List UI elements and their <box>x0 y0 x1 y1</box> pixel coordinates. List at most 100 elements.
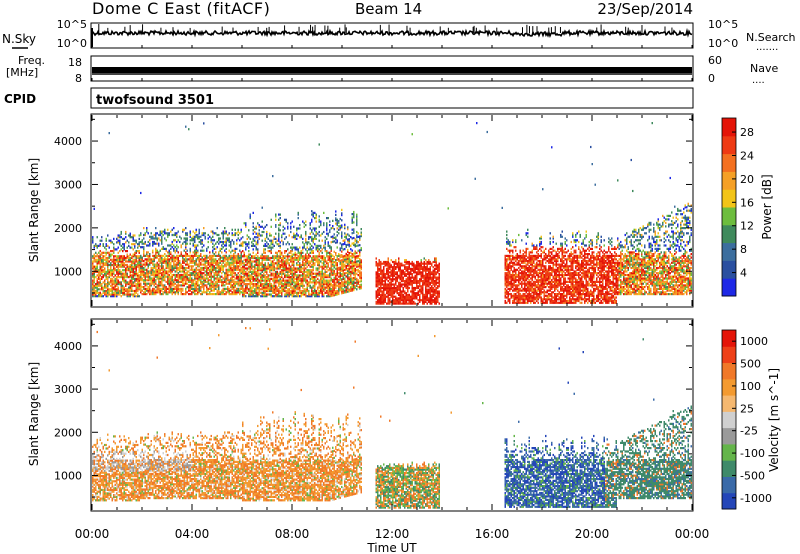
echo-point <box>121 255 123 257</box>
echo-point <box>125 257 127 259</box>
echo-point <box>145 241 147 243</box>
echo-point <box>127 260 129 262</box>
echo-point <box>122 238 124 240</box>
echo-point <box>158 251 160 253</box>
echo-point <box>137 273 139 275</box>
echo-point <box>143 267 145 269</box>
echo-point <box>154 255 156 257</box>
echo-point <box>146 244 148 246</box>
echo-point <box>116 255 118 257</box>
echo-point <box>125 267 127 269</box>
echo-point <box>163 291 165 293</box>
echo-point <box>142 257 144 259</box>
echo-point <box>98 245 100 247</box>
echo-point <box>181 264 183 266</box>
echo-point <box>145 262 147 264</box>
echo-point <box>172 274 174 276</box>
echo-point <box>95 276 97 278</box>
echo-point <box>113 247 115 249</box>
echo-point <box>119 240 121 242</box>
echo-point <box>148 270 150 272</box>
echo-point <box>110 240 112 242</box>
sparse-echo-point <box>140 192 142 194</box>
echo-point <box>112 269 114 271</box>
echo-point <box>103 252 105 254</box>
echo-point <box>98 281 100 283</box>
echo-point <box>179 274 181 276</box>
echo-point <box>164 237 166 239</box>
echo-point <box>94 245 96 247</box>
echo-point <box>115 255 117 257</box>
echo-point <box>160 265 162 267</box>
echo-point <box>179 284 181 286</box>
echo-point <box>134 278 136 280</box>
echo-point <box>169 250 171 252</box>
echo-point <box>166 270 168 272</box>
echo-point <box>184 237 186 239</box>
echo-point <box>98 288 100 290</box>
echo-point <box>152 255 154 257</box>
echo-point <box>172 241 174 243</box>
echo-point <box>160 255 162 257</box>
echo-point <box>179 281 181 283</box>
echo-point <box>118 255 120 257</box>
echo-point <box>140 246 142 248</box>
echo-point <box>97 245 99 247</box>
echo-point <box>170 257 172 259</box>
echo-point <box>146 227 148 229</box>
echo-point <box>101 252 103 254</box>
echo-point <box>104 252 106 254</box>
echo-point <box>158 234 160 236</box>
echo-point <box>163 246 165 248</box>
echo-point <box>128 241 130 243</box>
echo-point <box>119 250 121 252</box>
echo-point <box>134 243 136 245</box>
echo-point <box>163 231 165 233</box>
echo-point <box>133 281 135 283</box>
echo-point <box>104 280 106 282</box>
echo-point <box>154 234 156 236</box>
echo-point <box>109 281 111 283</box>
echo-point <box>107 257 109 259</box>
echo-point <box>160 231 162 233</box>
echo-point <box>104 259 106 261</box>
freq-rtick-bottom: 0 <box>708 72 715 85</box>
echo-point <box>115 278 117 280</box>
echo-point <box>173 234 175 236</box>
echo-point <box>122 285 124 287</box>
sparse-echo-point <box>109 132 111 134</box>
beam-title: Beam 14 <box>355 0 422 18</box>
echo-point <box>113 287 115 289</box>
echo-point <box>125 236 127 238</box>
echo-point <box>149 270 151 272</box>
echo-point <box>112 264 114 266</box>
echo-point <box>170 251 172 253</box>
echo-point <box>139 274 141 276</box>
echo-point <box>167 251 169 253</box>
echo-point <box>127 247 129 249</box>
echo-point <box>148 244 150 246</box>
echo-point <box>160 269 162 271</box>
echo-point <box>184 229 186 231</box>
echo-point <box>95 243 97 245</box>
echo-point <box>128 281 130 283</box>
echo-point <box>118 287 120 289</box>
cpid-value: twofsound 3501 <box>96 93 214 108</box>
echo-point <box>128 234 130 236</box>
echo-point <box>182 274 184 276</box>
echo-point <box>161 293 163 295</box>
echo-point <box>161 272 163 274</box>
echo-point <box>181 251 183 253</box>
echo-point <box>130 293 132 295</box>
echo-point <box>170 231 172 233</box>
echo-point <box>142 293 144 295</box>
echo-point <box>140 255 142 257</box>
echo-point <box>151 290 153 292</box>
echo-point <box>178 255 180 257</box>
echo-point <box>152 277 154 279</box>
echo-point <box>167 288 169 290</box>
noise-panel: N.Sky 10^5 10^0 10^5 10^0 N.Search .....… <box>2 18 796 53</box>
echo-point <box>148 264 150 266</box>
echo-point <box>178 272 180 274</box>
echo-point <box>175 264 177 266</box>
